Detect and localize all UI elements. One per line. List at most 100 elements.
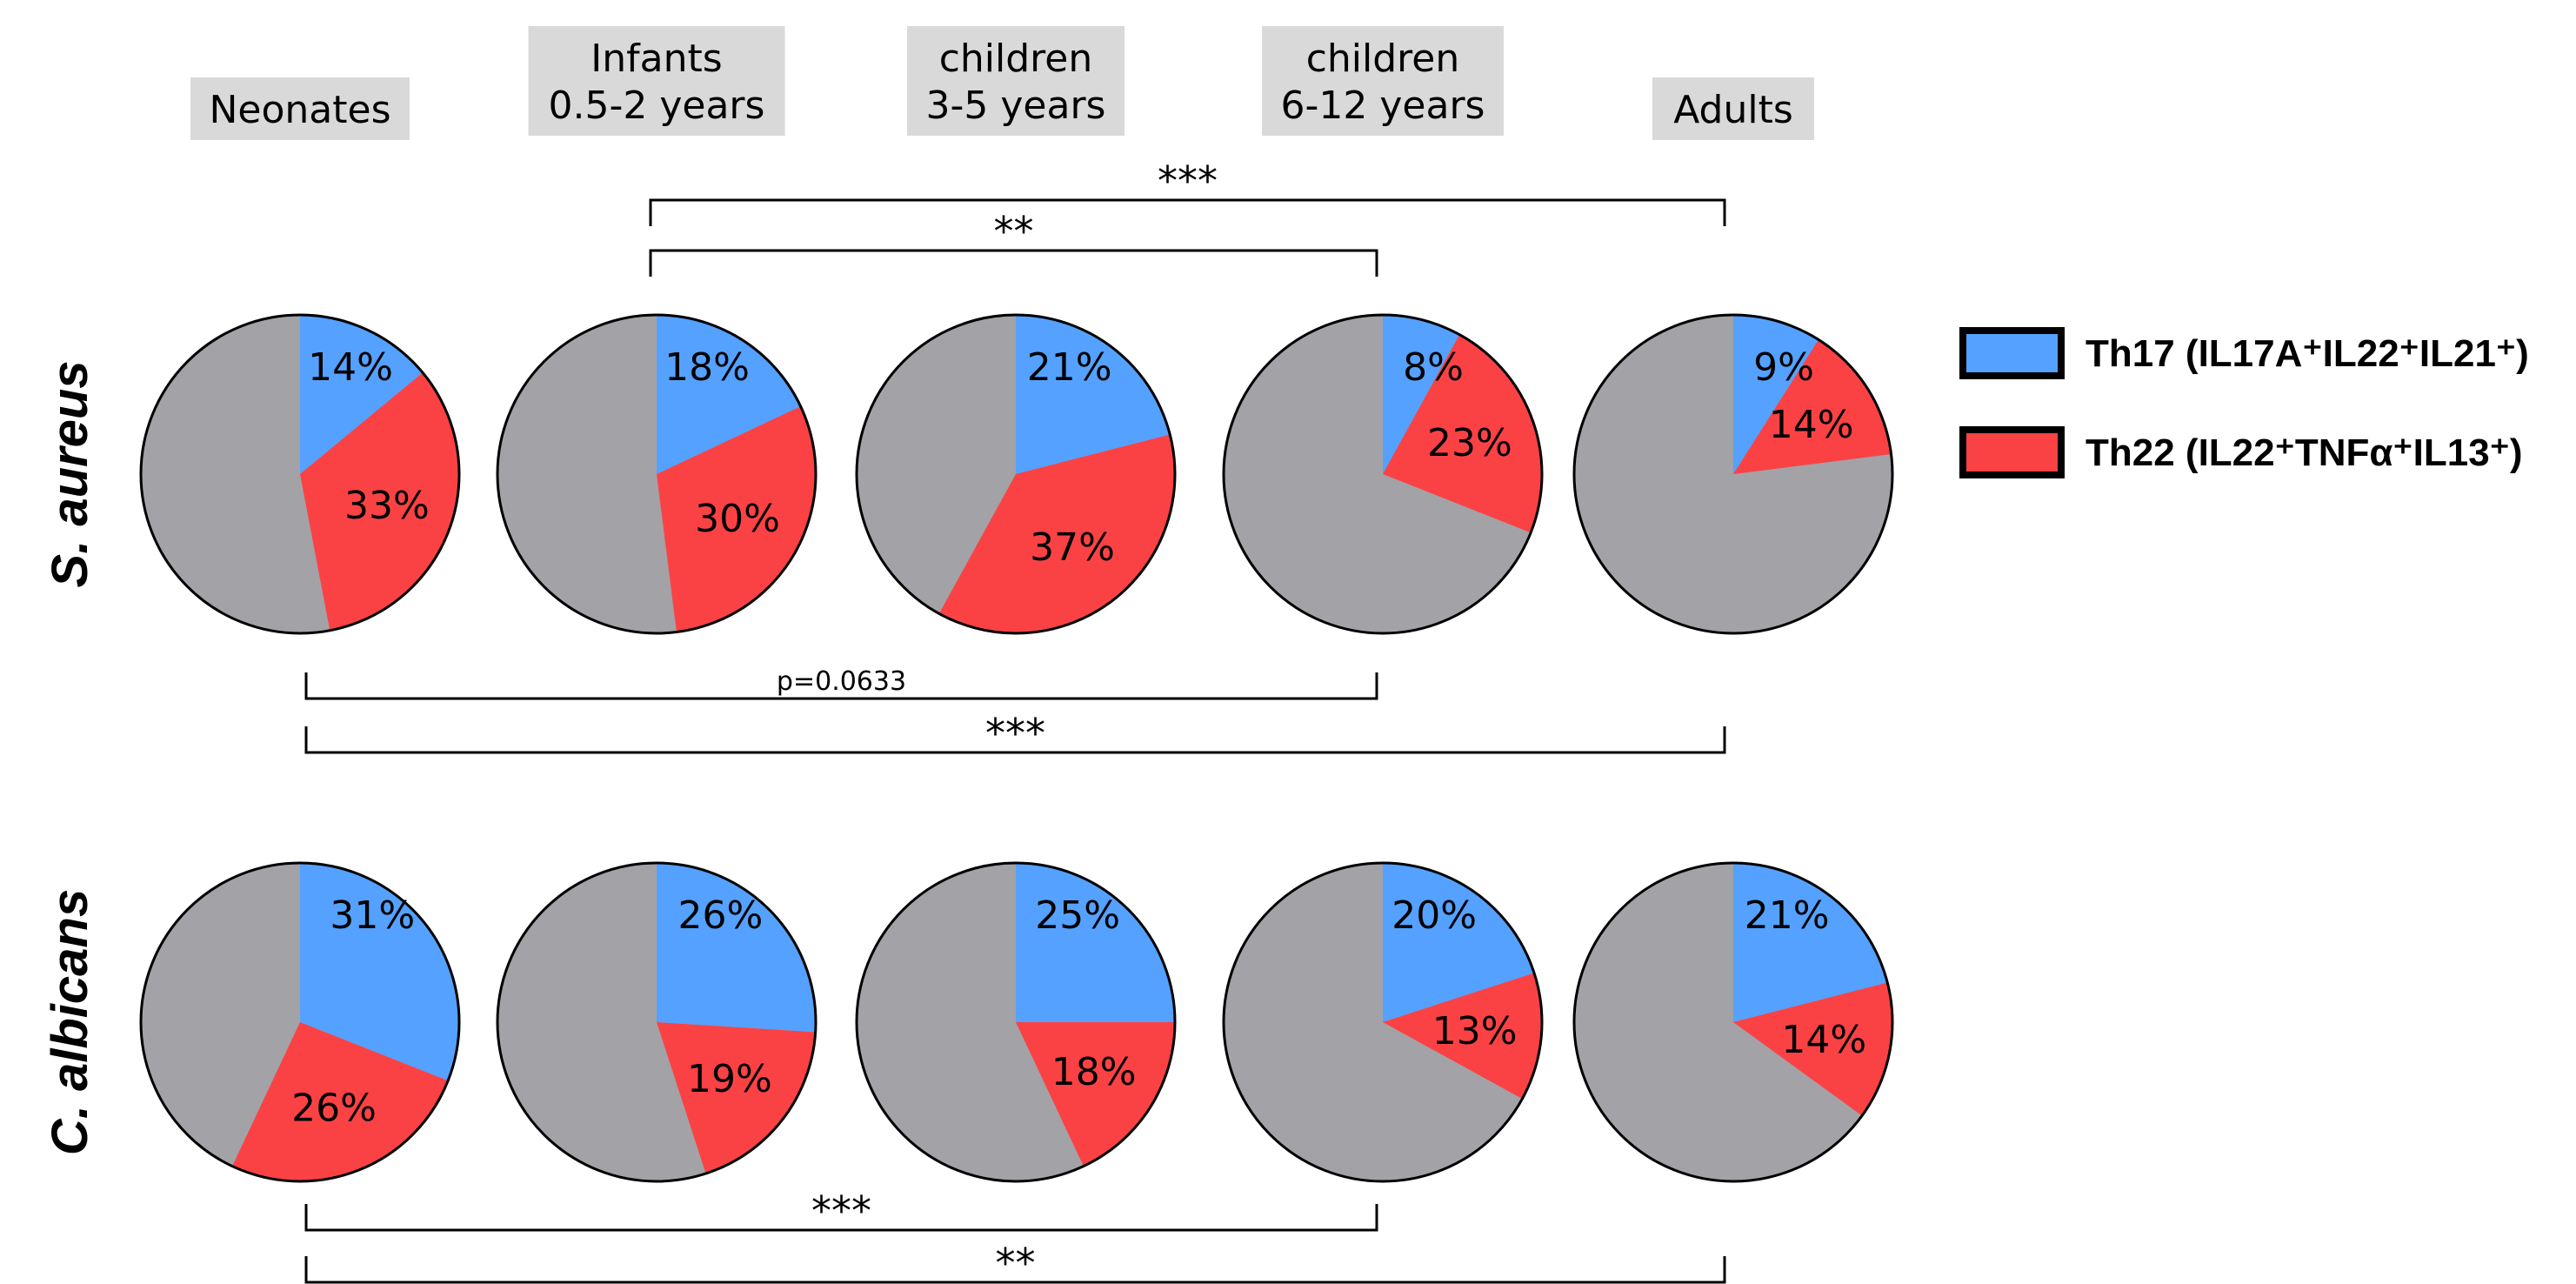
data-label-th17: 21%: [1027, 345, 1112, 390]
data-label-th22: 19%: [687, 1057, 772, 1101]
pie-slice-th17: [300, 315, 423, 474]
legend: Th17 (IL17A⁺IL22⁺IL21⁺) Th22 (IL22⁺TNFα⁺I…: [1959, 327, 2529, 478]
significance-label: ***: [811, 1187, 871, 1234]
data-label-th17: 21%: [1745, 893, 1830, 938]
data-label-th17: 18%: [664, 345, 750, 390]
row-label: C. albicans: [42, 889, 98, 1155]
data-label-th22: 23%: [1427, 421, 1512, 465]
row-labels: S. aureus C. albicans: [42, 360, 98, 1155]
data-label-th17: 9%: [1753, 345, 1814, 390]
pie-slice-th17: [1383, 315, 1460, 474]
pie-outline: [496, 861, 818, 1183]
column-header-box: [1262, 26, 1504, 136]
column-header-label: Infants: [591, 37, 722, 81]
pie: 8% 23%: [1222, 313, 1544, 635]
pie-outline: [496, 313, 818, 635]
significance-label: **: [996, 1240, 1036, 1284]
pie-slice-th22: [657, 1022, 816, 1174]
pie: 26% 19%: [496, 861, 818, 1183]
pie: 25% 18%: [855, 861, 1177, 1183]
pie: 18% 30%: [496, 313, 818, 635]
pie-outline: [1572, 861, 1894, 1183]
column-header-label: children: [1306, 37, 1460, 81]
pie-slice-th17: [1733, 315, 1819, 474]
pie-slice-th22: [1016, 1022, 1175, 1167]
legend-item: Th17 (IL17A⁺IL22⁺IL21⁺): [1959, 327, 2529, 379]
data-label-th17: 31%: [330, 893, 415, 938]
pie-slice-th22: [657, 406, 816, 632]
pie-slice-th17: [1733, 863, 1888, 1022]
pie-outline: [1222, 861, 1544, 1183]
column-header-box: [528, 26, 785, 136]
pie-slice-th17: [657, 863, 817, 1033]
legend-item: Th22 (IL22⁺TNFα⁺IL13⁺): [1959, 426, 2523, 478]
column-header-box: [1652, 77, 1814, 140]
significance-bracket: **: [649, 208, 1378, 277]
bracket-line: [649, 249, 1378, 277]
data-label-th17: 8%: [1403, 345, 1464, 390]
pie: 21% 14%: [1572, 861, 1894, 1183]
significance-bracket: ***: [304, 1187, 1378, 1234]
pie-slice-th22: [1383, 334, 1543, 533]
data-label-th22: 18%: [1051, 1050, 1137, 1094]
pie-slice-th17: [1383, 863, 1535, 1022]
pie: 20% 13%: [1222, 861, 1544, 1183]
data-label-th22: 14%: [1769, 403, 1854, 447]
pie-slice-th17: [1016, 863, 1175, 1022]
significance-bracket: **: [304, 1240, 1726, 1284]
data-label-th22: 13%: [1432, 1009, 1518, 1053]
column-header-label: 6-12 years: [1281, 84, 1485, 128]
column-header-label: 3-5 years: [926, 84, 1106, 128]
data-label-th17: 26%: [677, 893, 763, 938]
column-header-label: Adults: [1673, 88, 1793, 132]
legend-label: Th22 (IL22⁺TNFα⁺IL13⁺): [2085, 431, 2523, 474]
data-label-th17: 25%: [1035, 893, 1120, 938]
pie-outline: [1572, 313, 1894, 635]
data-label-th22: 14%: [1781, 1018, 1866, 1062]
column-header-label: 0.5-2 years: [549, 84, 765, 128]
data-label-th22: 37%: [1030, 525, 1115, 570]
pie: 21% 37%: [855, 313, 1177, 635]
column-header-label: Neonates: [210, 88, 391, 132]
significance-bracket: p=0.0633: [304, 666, 1378, 700]
bracket-line: [304, 672, 1378, 700]
legend-swatch: [1959, 327, 2065, 379]
significance-bracket: ***: [304, 710, 1726, 757]
data-label-th22: 33%: [344, 484, 430, 528]
pie: 14% 33%: [139, 313, 461, 635]
significance-label: p=0.0633: [777, 666, 906, 697]
pie-slice-th17: [657, 315, 801, 474]
pie-outline: [139, 313, 461, 635]
pie-outline: [855, 861, 1177, 1183]
data-label-th17: 20%: [1391, 893, 1477, 938]
legend-label: Th17 (IL17A⁺IL22⁺IL21⁺): [2085, 332, 2529, 375]
data-label-th22: 26%: [291, 1087, 377, 1131]
pie: 9%14%: [1572, 313, 1894, 635]
column-header-box: [907, 26, 1124, 136]
pie-slice-th22: [1733, 339, 1892, 474]
pie-slice-th22: [1733, 982, 1892, 1116]
pie-slice-th22: [232, 1022, 449, 1181]
bracket-line: [304, 726, 1726, 754]
pie-slice-th22: [938, 434, 1175, 633]
significance-label: **: [994, 208, 1034, 255]
row-label: S. aureus: [42, 360, 98, 587]
bracket-line: [304, 1204, 1378, 1232]
pie-slice-th22: [300, 372, 459, 631]
column-header-label: children: [939, 37, 1093, 81]
pie-outline: [139, 861, 461, 1183]
pie-slice-th22: [1383, 973, 1542, 1100]
pie-outline: [1222, 313, 1544, 635]
data-label-th17: 14%: [308, 345, 393, 390]
legend-swatch: [1959, 426, 2065, 478]
pie: 31% 26%: [139, 861, 461, 1183]
significance-bracket: ***: [649, 157, 1726, 226]
pie-outline: [855, 313, 1177, 635]
bracket-line: [304, 1256, 1726, 1284]
significance-label: ***: [1158, 157, 1218, 204]
column-header-box: [190, 77, 410, 140]
pie-slice-th17: [1016, 315, 1171, 474]
data-label-th22: 30%: [695, 497, 780, 541]
